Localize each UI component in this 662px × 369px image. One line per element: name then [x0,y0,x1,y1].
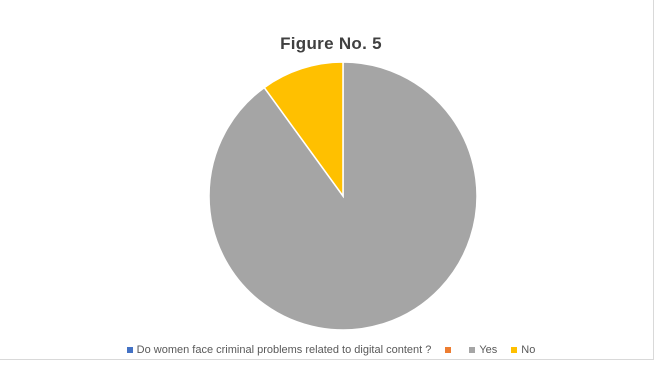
legend-swatch [445,347,452,353]
legend-item: Do women face criminal problems related … [126,344,432,356]
chart-title: Figure No. 5 [280,34,382,53]
legend-swatch [469,347,476,353]
legend-label: No [521,344,536,356]
legend-item: Yes [469,344,497,356]
pie-slice-no [263,61,344,199]
legend-swatch [126,347,133,353]
legend-label: Yes [479,344,498,356]
legend-item [445,347,455,353]
chart-legend: Do women face criminal problems related … [0,343,662,357]
legend-label: Do women face criminal problems related … [136,344,432,356]
legend-item: No [511,344,535,356]
legend-swatch [511,347,518,353]
